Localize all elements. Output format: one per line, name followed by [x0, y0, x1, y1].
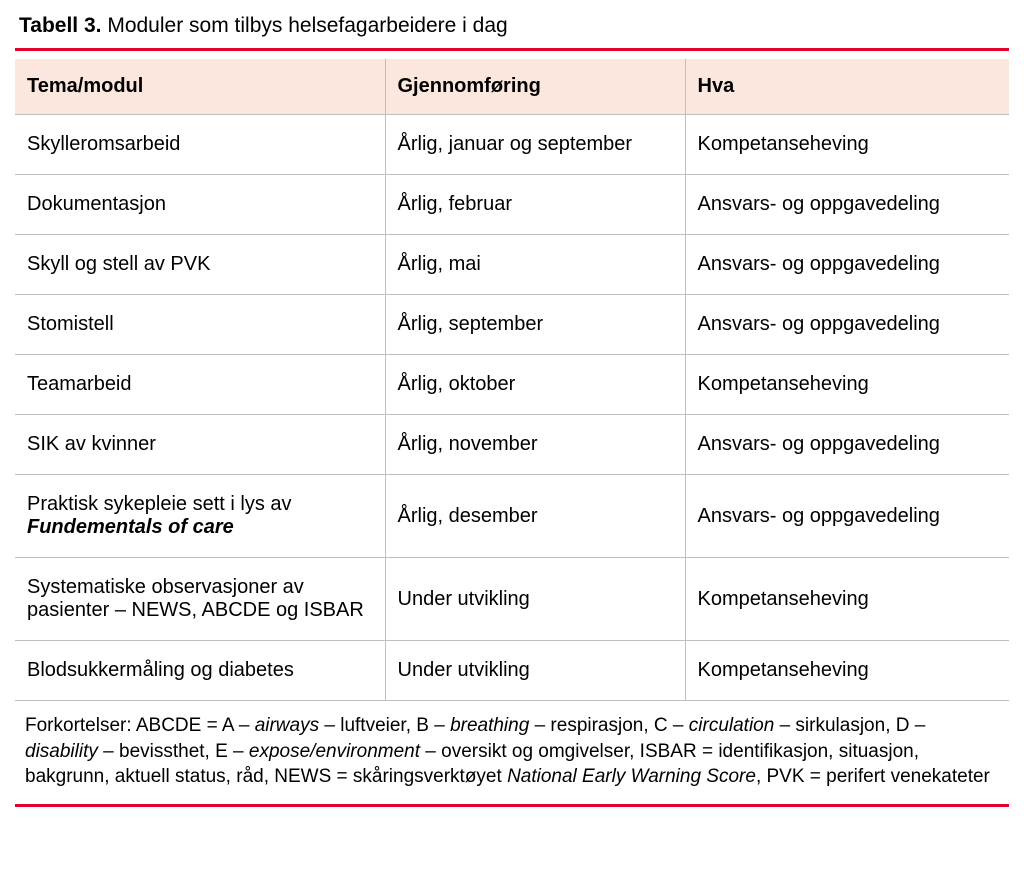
footnote-italic: breathing: [450, 715, 529, 736]
cell-gjennomforing: Under utvikling: [385, 641, 685, 701]
col-header-tema: Tema/modul: [15, 59, 385, 115]
footnote-italic: disability: [25, 741, 98, 762]
cell-tema-text: Praktisk sykepleie sett i lys av: [27, 493, 292, 515]
cell-gjennomforing: Under utvikling: [385, 558, 685, 641]
table-row: Skylleromsarbeid Årlig, januar og septem…: [15, 115, 1009, 175]
table-row: Dokumentasjon Årlig, februar Ansvars- og…: [15, 175, 1009, 235]
cell-tema: Teamarbeid: [15, 355, 385, 415]
cell-gjennomforing: Årlig, februar: [385, 175, 685, 235]
table-row: Teamarbeid Årlig, oktober Kompetansehevi…: [15, 355, 1009, 415]
cell-tema: Skylleromsarbeid: [15, 115, 385, 175]
cell-hva: Ansvars- og oppgavedeling: [685, 475, 1009, 558]
cell-gjennomforing: Årlig, november: [385, 415, 685, 475]
cell-hva: Ansvars- og oppgavedeling: [685, 295, 1009, 355]
cell-hva: Ansvars- og oppgavedeling: [685, 415, 1009, 475]
footnote-text: , PVK = perifert venekateter: [756, 766, 990, 787]
cell-tema: SIK av kvinner: [15, 415, 385, 475]
cell-hva: Kompetanseheving: [685, 641, 1009, 701]
cell-gjennomforing: Årlig, mai: [385, 235, 685, 295]
table-label: Tabell 3.: [19, 14, 101, 37]
cell-gjennomforing: Årlig, oktober: [385, 355, 685, 415]
footnote-text: – bevissthet, E –: [98, 741, 249, 762]
footnote-text: Forkortelser: ABCDE = A –: [25, 715, 255, 736]
cell-gjennomforing: Årlig, september: [385, 295, 685, 355]
cell-gjennomforing: Årlig, januar og september: [385, 115, 685, 175]
modules-table: Tema/modul Gjennomføring Hva Skylleromsa…: [15, 59, 1009, 700]
cell-tema: Stomistell: [15, 295, 385, 355]
footnote-italic: circulation: [689, 715, 775, 736]
cell-hva: Kompetanseheving: [685, 558, 1009, 641]
cell-hva: Kompetanseheving: [685, 115, 1009, 175]
cell-tema: Blodsukkermåling og diabetes: [15, 641, 385, 701]
table-row: Systematiske observasjoner av pasienter …: [15, 558, 1009, 641]
table-row: Skyll og stell av PVK Årlig, mai Ansvars…: [15, 235, 1009, 295]
table-footnote: Forkortelser: ABCDE = A – airways – luft…: [15, 700, 1009, 807]
footnote-text: – luftveier, B –: [319, 715, 450, 736]
footnote-italic: expose/environment: [249, 741, 420, 762]
cell-hva: Ansvars- og oppgavedeling: [685, 235, 1009, 295]
footnote-text: – respirasjon, C –: [529, 715, 688, 736]
col-header-gjennomforing: Gjennomføring: [385, 59, 685, 115]
table-header-row: Tema/modul Gjennomføring Hva: [15, 59, 1009, 115]
col-header-hva: Hva: [685, 59, 1009, 115]
cell-tema: Praktisk sykepleie sett i lys av Fundeme…: [15, 475, 385, 558]
cell-hva: Kompetanseheving: [685, 355, 1009, 415]
footnote-italic: airways: [255, 715, 319, 736]
table-caption: Tabell 3. Moduler som tilbys helsefagarb…: [15, 14, 1009, 51]
cell-tema: Skyll og stell av PVK: [15, 235, 385, 295]
footnote-text: – sirkulasjon, D –: [774, 715, 925, 736]
cell-tema-emphasis: Fundementals of care: [27, 516, 234, 538]
table-row: SIK av kvinner Årlig, november Ansvars- …: [15, 415, 1009, 475]
table-row: Stomistell Årlig, september Ansvars- og …: [15, 295, 1009, 355]
table-row: Praktisk sykepleie sett i lys av Fundeme…: [15, 475, 1009, 558]
table-title-text: Moduler som tilbys helsefagarbeidere i d…: [107, 14, 507, 37]
cell-tema: Systematiske observasjoner av pasienter …: [15, 558, 385, 641]
table-row: Blodsukkermåling og diabetes Under utvik…: [15, 641, 1009, 701]
cell-hva: Ansvars- og oppgavedeling: [685, 175, 1009, 235]
footnote-italic: National Early Warning Score: [507, 766, 756, 787]
cell-gjennomforing: Årlig, desember: [385, 475, 685, 558]
cell-tema: Dokumentasjon: [15, 175, 385, 235]
